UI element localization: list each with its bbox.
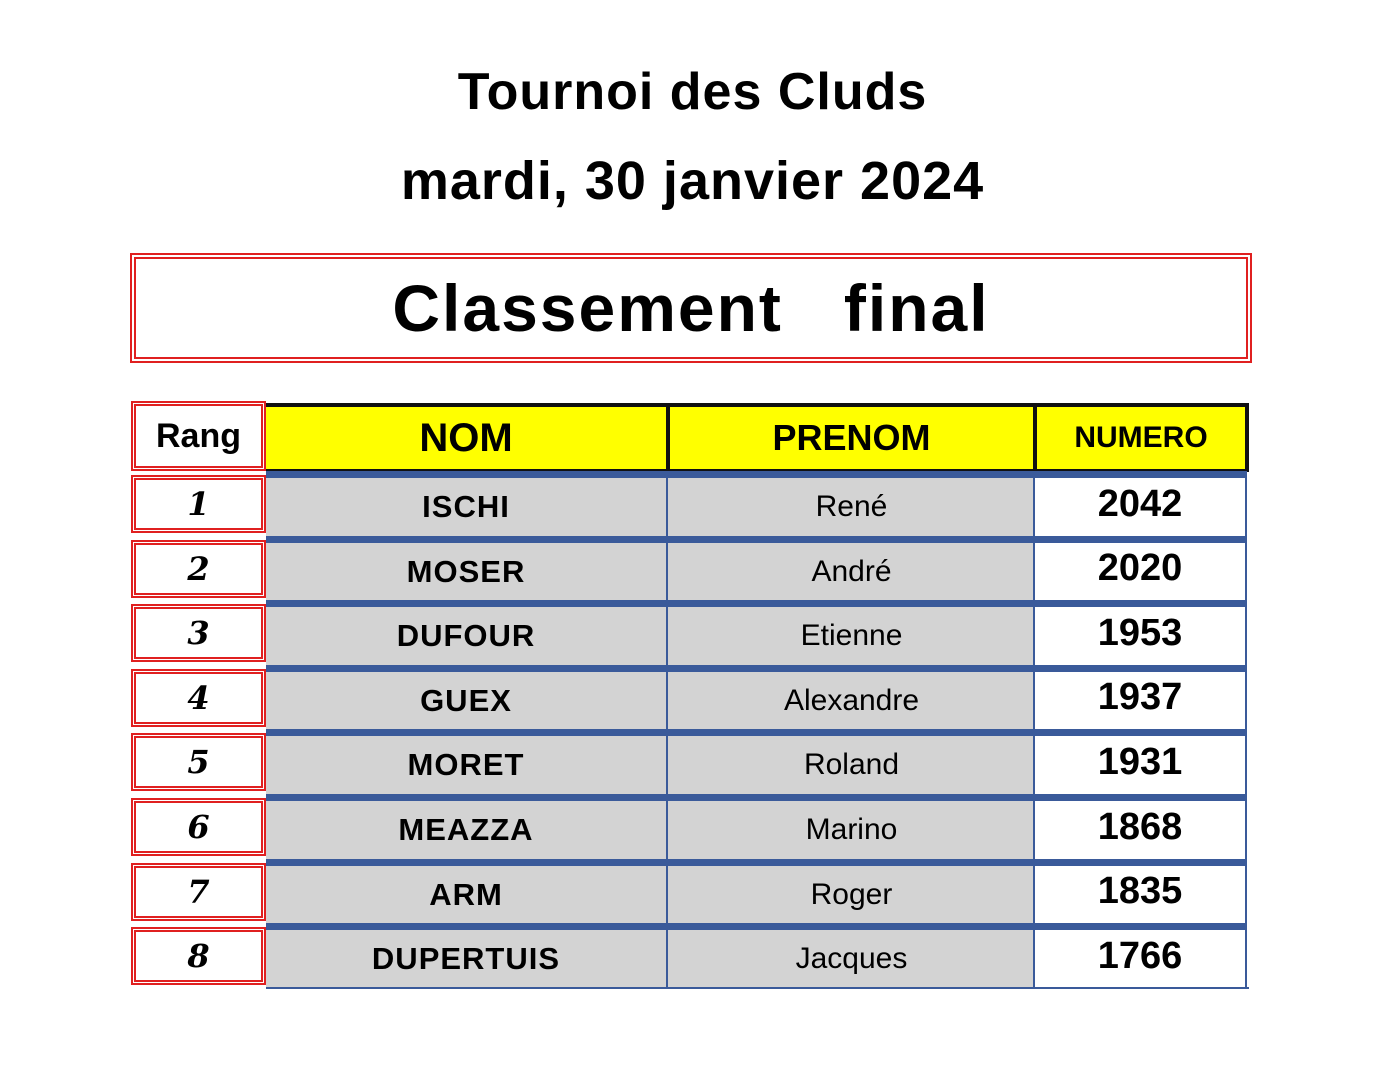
rank-cell: 2	[131, 539, 266, 598]
numero-cell: 1868	[1033, 794, 1247, 859]
header-nom: NOM	[266, 403, 666, 472]
table-bottom-border	[266, 987, 1249, 989]
numero-cell: 1931	[1033, 729, 1247, 795]
numero-cell: 2042	[1033, 471, 1247, 536]
rank-cell: 4	[131, 668, 266, 727]
nom-cell: DUPERTUIS	[266, 923, 666, 989]
header-prenom: PRENOM	[666, 403, 1033, 472]
rank-cell: 3	[131, 604, 266, 663]
nom-cell: DUFOUR	[266, 600, 666, 666]
prenom-cell: Roland	[666, 729, 1035, 795]
prenom-cell: Marino	[666, 794, 1035, 859]
rank-cell: 1	[131, 475, 266, 533]
nom-cell: MORET	[266, 729, 666, 795]
numero-cell: 1766	[1033, 923, 1247, 989]
numero-cell: 1953	[1033, 600, 1247, 666]
prenom-cell: Roger	[666, 858, 1035, 924]
rank-cell: 7	[131, 862, 266, 921]
numero-cell: 1937	[1033, 664, 1247, 730]
prenom-cell: Etienne	[666, 600, 1035, 666]
header-rang: Rang	[131, 401, 266, 471]
nom-cell: MOSER	[266, 535, 666, 601]
nom-cell: ARM	[266, 858, 666, 924]
rank-cell: 5	[131, 733, 266, 792]
prenom-cell: Alexandre	[666, 664, 1035, 730]
numero-cell: 1835	[1033, 858, 1247, 924]
nom-cell: GUEX	[266, 664, 666, 730]
nom-cell: MEAZZA	[266, 794, 666, 859]
rank-cell: 6	[131, 798, 266, 856]
prenom-cell: Jacques	[666, 923, 1035, 989]
tournament-date: mardi, 30 janvier 2024	[400, 151, 985, 211]
header-numero: NUMERO	[1033, 403, 1249, 472]
prenom-cell: René	[666, 471, 1035, 536]
rank-cell: 8	[131, 927, 266, 986]
nom-cell: ISCHI	[266, 471, 666, 536]
numero-cell: 2020	[1033, 535, 1247, 601]
prenom-cell: André	[666, 535, 1035, 601]
tournament-title: Tournoi des Cluds	[457, 63, 928, 121]
classement-banner: Classement final	[130, 253, 1252, 363]
